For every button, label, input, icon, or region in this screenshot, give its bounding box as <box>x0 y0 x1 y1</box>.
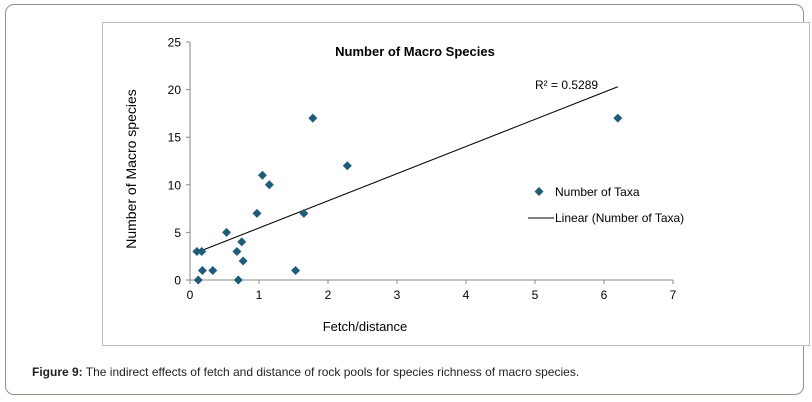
x-tick-label: 7 <box>670 288 677 302</box>
x-tick-label: 1 <box>256 288 263 302</box>
data-point <box>613 113 623 123</box>
data-point <box>238 256 248 266</box>
x-tick-label: 6 <box>601 288 608 302</box>
x-axis-label: Fetch/distance <box>323 319 408 334</box>
x-tick-label: 2 <box>325 288 332 302</box>
y-tick-label: 20 <box>168 83 182 97</box>
figure-caption: Figure 9: The indirect effects of fetch … <box>32 365 579 379</box>
data-point <box>299 208 309 218</box>
data-point <box>208 265 218 275</box>
data-point <box>233 275 243 285</box>
y-tick-label: 25 <box>168 36 182 50</box>
data-point <box>222 227 232 237</box>
chart-area: 0 1 2 3 4 5 6 7 0 5 10 15 20 25 Number of Macro Speci… <box>102 22 810 346</box>
y-tick-label: 5 <box>174 226 181 240</box>
y-axis-label: Number of Macro species <box>123 89 139 249</box>
trend-line <box>196 86 618 253</box>
x-tick-label: 5 <box>532 288 539 302</box>
data-point <box>237 237 247 247</box>
legend: Number of Taxa Linear (Number of Taxa) <box>528 185 684 225</box>
data-point <box>193 275 203 285</box>
x-tick-label: 0 <box>187 288 194 302</box>
data-point <box>197 246 207 256</box>
chart-title: Number of Macro Species <box>335 44 495 59</box>
x-tick-label: 4 <box>463 288 470 302</box>
legend-marker-diamond <box>534 187 544 196</box>
data-point <box>264 180 274 190</box>
y-tick-label: 15 <box>168 131 182 145</box>
data-point <box>232 246 242 256</box>
r-squared-label: R² = 0.5289 <box>535 78 598 92</box>
data-point <box>342 161 352 171</box>
legend-label-series: Number of Taxa <box>555 185 640 199</box>
legend-label-trend: Linear (Number of Taxa) <box>555 211 684 225</box>
x-tick-label: 3 <box>394 288 401 302</box>
data-point <box>192 246 202 256</box>
data-point <box>291 265 301 275</box>
y-tick-label: 0 <box>174 274 181 288</box>
data-point <box>197 265 207 275</box>
data-point <box>257 170 267 180</box>
scatter-chart: 0 1 2 3 4 5 6 7 0 5 10 15 20 25 Number of Macro Speci… <box>123 36 684 335</box>
y-tick-label: 10 <box>168 178 182 192</box>
data-point <box>252 208 262 218</box>
data-point <box>308 113 318 123</box>
figure-frame: 0 1 2 3 4 5 6 7 0 5 10 15 20 25 Number of Macro Speci… <box>5 4 810 395</box>
caption-label: Figure 9: <box>32 365 83 379</box>
caption-text: The indirect effects of fetch and distan… <box>85 365 580 379</box>
